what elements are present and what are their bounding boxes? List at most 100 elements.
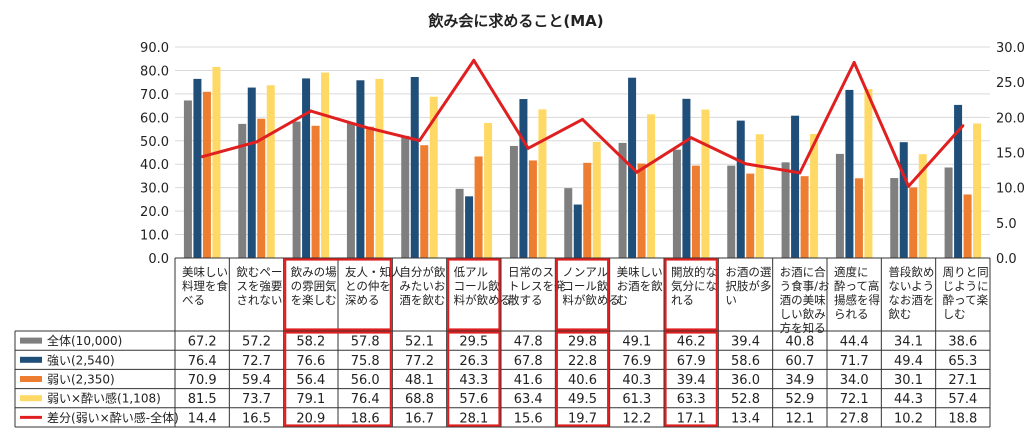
- bar-8-2: [637, 163, 646, 258]
- category-label: お酒に合: [780, 265, 826, 279]
- category-label: む: [617, 293, 629, 307]
- table-cell: 16.7: [405, 411, 434, 426]
- legend-label-1: 強い(2,540): [47, 353, 115, 367]
- bar-5-2: [474, 156, 483, 258]
- bar-5-0: [455, 188, 464, 258]
- table-cell: 29.5: [459, 335, 488, 350]
- table-cell: 61.3: [622, 392, 651, 407]
- category-label: なお酒を: [888, 293, 934, 307]
- table-cell: 57.6: [459, 392, 488, 407]
- line-point-3: [363, 125, 367, 129]
- right-tick-label: 0.0: [996, 252, 1017, 267]
- table-cell: 57.2: [242, 335, 271, 350]
- left-tick-label: 70.0: [140, 88, 169, 103]
- table-cell: 49.1: [622, 335, 651, 350]
- left-tick-label: 30.0: [140, 182, 169, 197]
- table-cell: 76.9: [622, 354, 651, 369]
- bar-11-3: [810, 133, 819, 258]
- category-label: 酔って楽: [943, 293, 989, 307]
- bar-14-0: [944, 167, 953, 258]
- bar-1-3: [266, 85, 275, 258]
- category-label: 自分が飲: [399, 265, 445, 279]
- left-tick-label: 20.0: [140, 205, 169, 220]
- category-label: を楽しむ: [291, 293, 337, 307]
- table-cell: 18.6: [351, 411, 380, 426]
- category-label: じように: [943, 279, 989, 293]
- bar-14-2: [963, 194, 972, 258]
- bar-10-3: [755, 134, 764, 258]
- bar-6-3: [538, 109, 547, 259]
- table-cell: 57.4: [948, 392, 977, 407]
- bar-9-2: [691, 165, 700, 258]
- table-cell: 27.1: [948, 373, 977, 388]
- highlight-header-2: [555, 258, 610, 331]
- category-label: い: [725, 293, 737, 307]
- category-label: れる: [671, 293, 694, 307]
- category-label: 揚感を得: [834, 293, 880, 307]
- category-label: 料が飲める: [562, 293, 620, 307]
- table-cell: 68.8: [405, 392, 434, 407]
- table-cell: 34.1: [894, 335, 923, 350]
- table-cell: 81.5: [188, 392, 217, 407]
- table-cell: 67.2: [188, 335, 217, 350]
- bar-12-0: [835, 153, 844, 258]
- bar-4-1: [410, 77, 419, 259]
- bar-13-1: [899, 142, 908, 258]
- category-label: 料理を食: [182, 279, 228, 293]
- left-tick-label: 10.0: [140, 229, 169, 244]
- category-label: コール飲: [562, 279, 608, 293]
- table-cell: 39.4: [677, 373, 706, 388]
- category-label: られる: [834, 307, 869, 321]
- table-cell: 63.4: [514, 392, 543, 407]
- highlight-body-1: [447, 331, 501, 427]
- table-cell: 16.5: [242, 411, 271, 426]
- table-cell: 77.2: [405, 354, 434, 369]
- bar-8-0: [618, 142, 627, 258]
- bar-4-2: [420, 145, 429, 258]
- table-cell: 49.5: [568, 392, 597, 407]
- bar-11-1: [791, 115, 800, 258]
- category-label: 美味しい: [617, 265, 663, 279]
- highlight-body-2: [555, 331, 610, 427]
- table-cell: 52.1: [405, 335, 434, 350]
- bar-12-2: [854, 178, 863, 258]
- table-cell: 56.0: [351, 373, 380, 388]
- bar-10-0: [727, 165, 736, 258]
- category-label: 飲む: [888, 307, 911, 321]
- line-series: [200, 58, 965, 188]
- table-cell: 56.4: [296, 373, 325, 388]
- table-cell: 57.8: [351, 335, 380, 350]
- category-label: 気分にな: [671, 279, 717, 293]
- table-cell: 22.8: [568, 354, 597, 369]
- table-cell: 63.3: [677, 392, 706, 407]
- highlight-header-1: [447, 258, 501, 331]
- table-cell: 52.9: [785, 392, 814, 407]
- bar-11-2: [800, 176, 809, 258]
- table-cell: 76.6: [296, 354, 325, 369]
- table-cell: 70.9: [188, 373, 217, 388]
- bar-2-3: [321, 72, 330, 258]
- category-label: 低アル: [454, 265, 488, 279]
- bar-0-3: [212, 66, 221, 258]
- bar-1-1: [247, 87, 256, 258]
- left-tick-label: 60.0: [140, 111, 169, 126]
- table-cell: 72.1: [840, 392, 869, 407]
- category-label: 酔って高: [834, 279, 879, 293]
- line-point-11: [798, 171, 802, 175]
- table-cell: 26.3: [459, 354, 488, 369]
- category-label: 開放的な: [671, 265, 717, 279]
- legend-label-0: 全体(10,000): [47, 333, 122, 348]
- line-point-13: [907, 184, 910, 188]
- table-cell: 28.1: [459, 411, 488, 426]
- table-cell: 60.7: [785, 354, 814, 369]
- highlight-body-0: [284, 331, 392, 427]
- table-cell: 30.1: [894, 373, 923, 388]
- bar-5-1: [465, 196, 474, 258]
- line-point-10: [744, 162, 747, 166]
- left-tick-label: 80.0: [140, 64, 169, 79]
- right-tick-label: 10.0: [996, 182, 1025, 197]
- right-tick-label: 5.0: [996, 217, 1017, 232]
- table-cell: 27.8: [840, 411, 869, 426]
- table-cell: 18.8: [948, 411, 977, 426]
